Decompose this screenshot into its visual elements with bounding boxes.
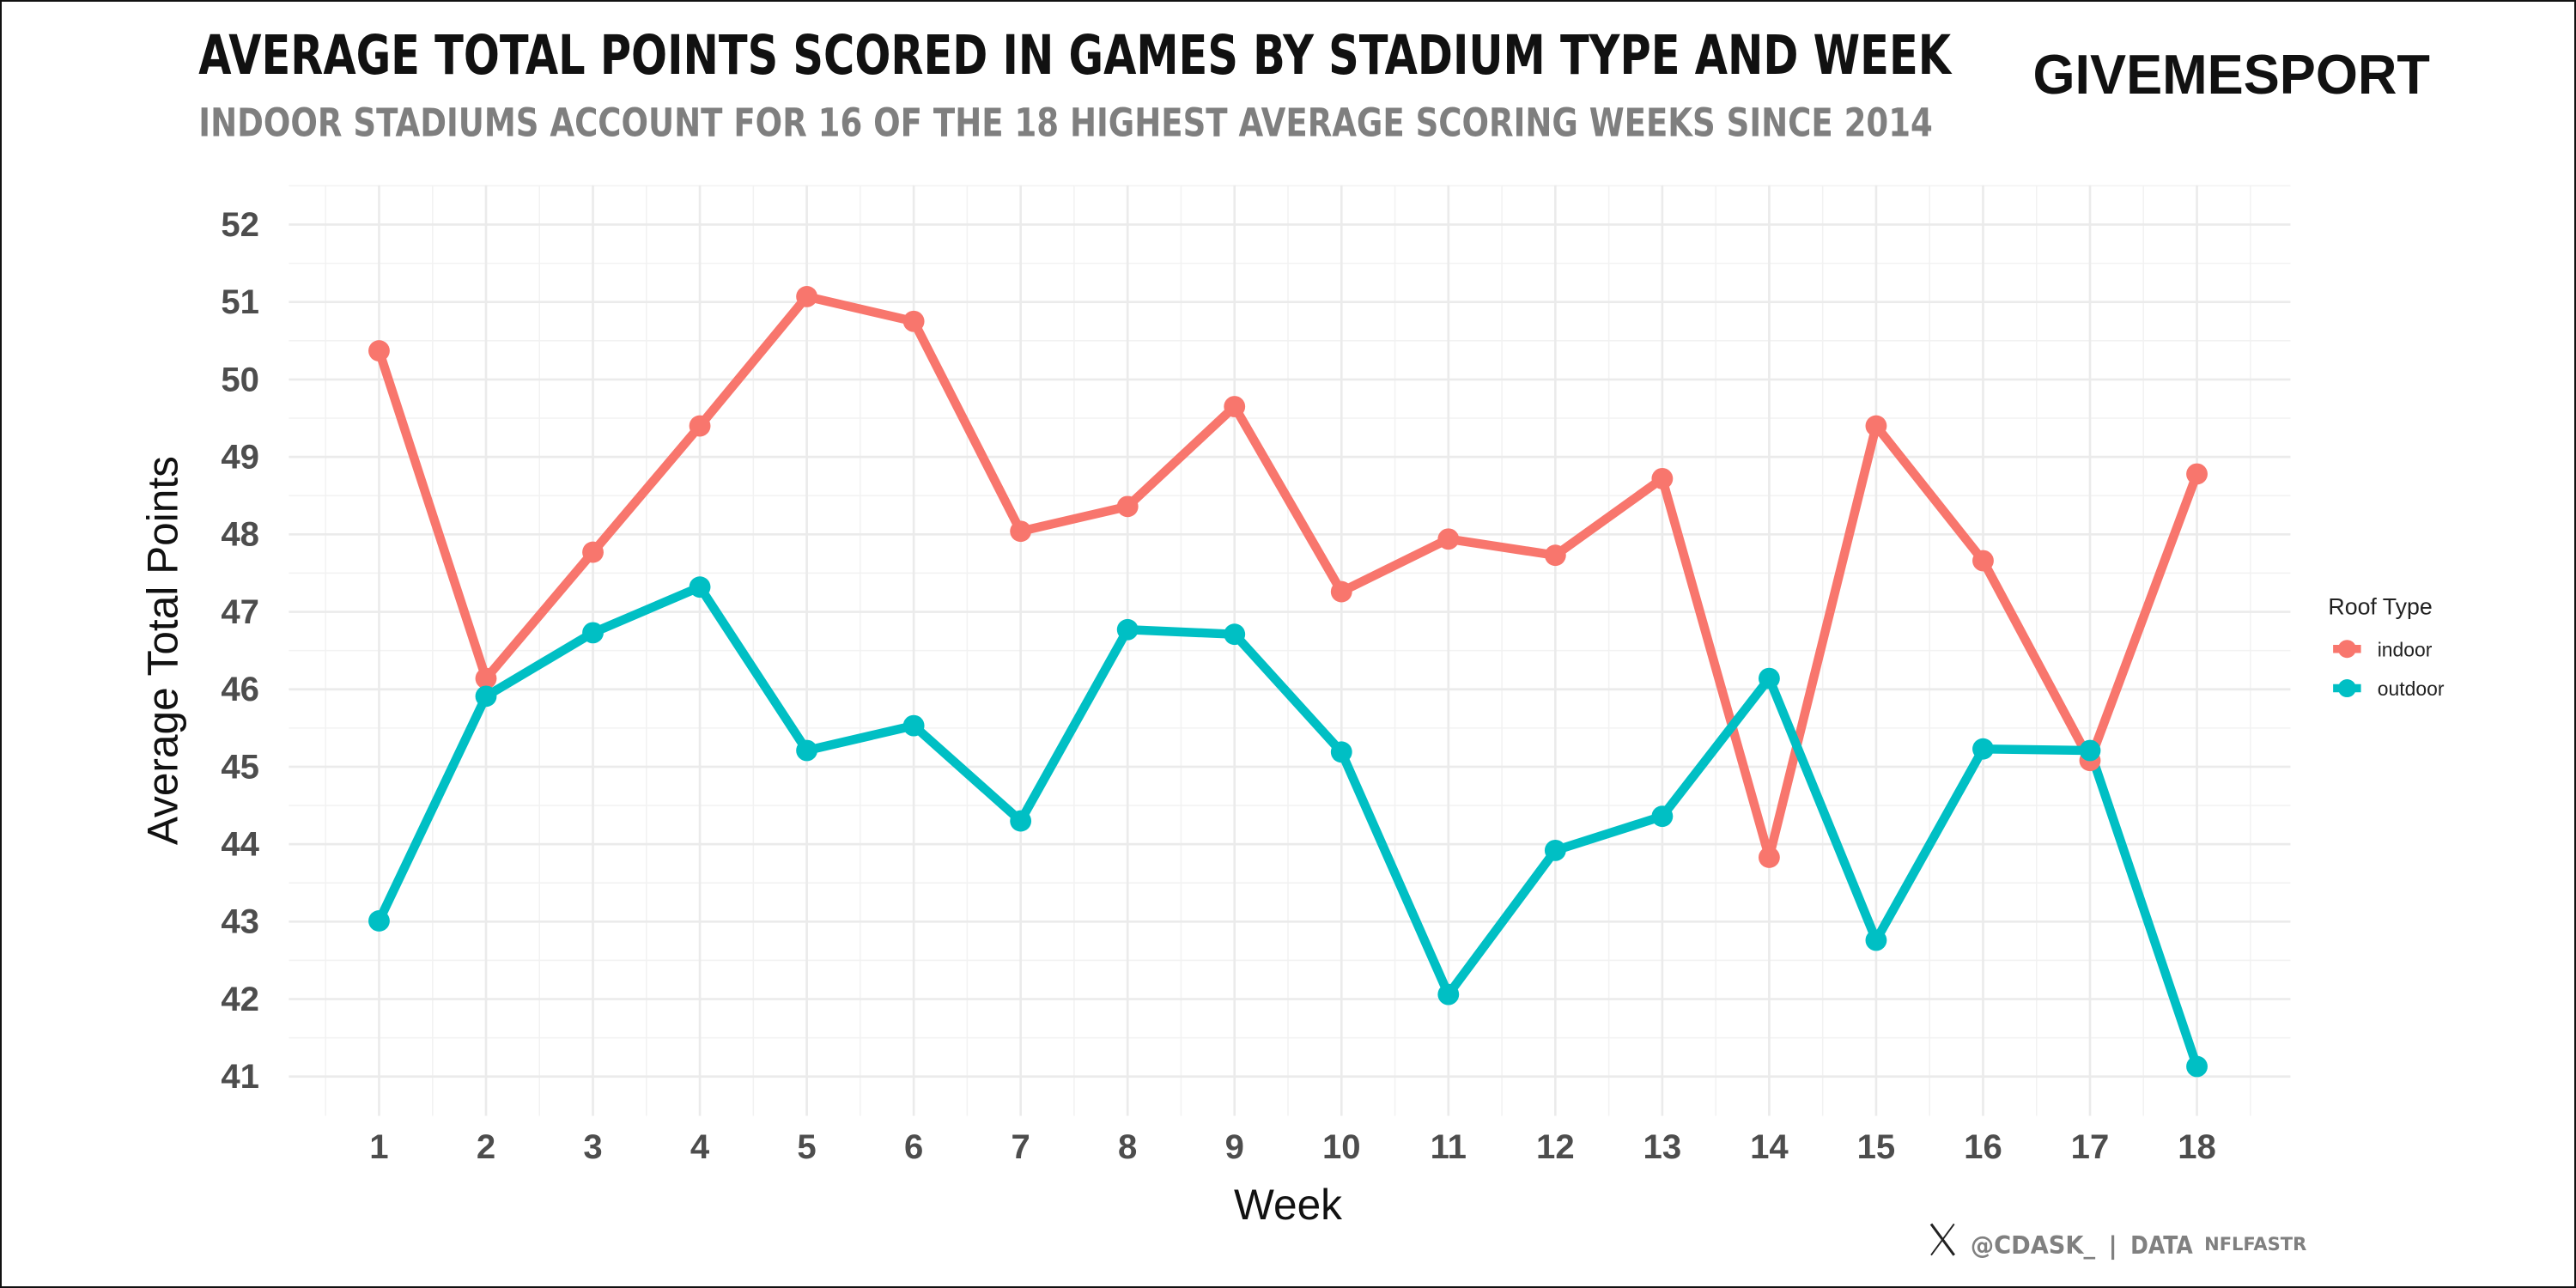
footer: @CDASK_ | DATA NFLFASTR <box>1929 1223 2306 1260</box>
data-point-indoor <box>689 415 711 437</box>
x-tick-label: 3 <box>583 1128 602 1166</box>
data-point-outdoor <box>2186 1055 2208 1078</box>
data-point-indoor <box>1865 415 1887 437</box>
data-point-outdoor <box>1544 839 1566 861</box>
footer-separator: | <box>2108 1230 2117 1260</box>
x-tick-label: 17 <box>2071 1128 2110 1166</box>
data-point-outdoor <box>1224 623 1246 646</box>
y-tick-label: 51 <box>221 283 259 321</box>
x-tick-label: 12 <box>1536 1128 1575 1166</box>
x-tick-label: 15 <box>1857 1128 1896 1166</box>
y-tick-label: 52 <box>221 206 259 244</box>
footer-data-source: NFLFASTR <box>2204 1234 2306 1255</box>
data-point-indoor <box>1972 550 1994 572</box>
data-point-outdoor <box>1972 738 1994 760</box>
series-points <box>368 285 2208 1078</box>
legend-key-point <box>2337 679 2356 698</box>
data-point-outdoor <box>689 576 711 598</box>
data-point-indoor <box>796 285 818 307</box>
data-point-indoor <box>1330 580 1352 603</box>
data-point-outdoor <box>1865 929 1887 951</box>
x-tick-label: 1 <box>369 1128 388 1166</box>
chart-subtitle: INDOOR STADIUMS ACCOUNT FOR 16 OF THE 18… <box>198 100 1933 146</box>
series-lines <box>374 292 2202 1068</box>
data-point-indoor <box>1224 396 1246 417</box>
chart-title: AVERAGE TOTAL POINTS SCORED IN GAMES BY … <box>198 24 1953 87</box>
data-point-outdoor <box>1010 810 1032 832</box>
data-point-indoor <box>902 310 925 332</box>
data-point-outdoor <box>902 714 925 737</box>
data-point-indoor <box>1758 847 1780 868</box>
legend-title: Roof Type <box>2328 594 2432 620</box>
data-point-indoor <box>368 340 390 361</box>
x-tick-label: 4 <box>690 1128 710 1166</box>
data-point-indoor <box>1651 467 1674 489</box>
y-tick-label: 47 <box>221 593 259 631</box>
y-tick-label: 42 <box>221 981 259 1018</box>
data-point-outdoor <box>368 910 390 932</box>
data-point-outdoor <box>475 685 497 708</box>
data-point-outdoor <box>1758 667 1780 690</box>
y-tick-label: 49 <box>221 439 259 477</box>
x-axis-label: Week <box>1234 1181 1342 1229</box>
x-tick-label: 18 <box>2178 1128 2216 1166</box>
y-tick-label: 45 <box>221 748 259 786</box>
x-tick-label: 7 <box>1012 1128 1030 1166</box>
data-point-outdoor <box>796 739 818 762</box>
x-tick-label: 9 <box>1225 1128 1244 1166</box>
y-tick-label: 46 <box>221 671 259 708</box>
data-point-outdoor <box>2079 739 2101 762</box>
x-tick-label: 6 <box>904 1128 923 1166</box>
data-point-outdoor <box>1437 983 1460 1005</box>
givemesport-logo: GIVEMESPORT <box>2032 43 2429 106</box>
y-tick-label: 44 <box>221 826 259 864</box>
data-point-outdoor <box>1330 741 1352 763</box>
data-point-outdoor <box>582 622 604 644</box>
x-tick-label: 11 <box>1431 1128 1467 1166</box>
data-point-outdoor <box>1651 805 1674 828</box>
legend-key-point <box>2337 640 2356 659</box>
legend-label-outdoor: outdoor <box>2378 677 2445 700</box>
legend-label-indoor: indoor <box>2378 638 2433 660</box>
x-tick-label: 2 <box>477 1128 495 1166</box>
x-tick-label: 8 <box>1118 1128 1137 1166</box>
x-tick-label: 16 <box>1964 1128 2002 1166</box>
data-point-indoor <box>1437 528 1460 550</box>
data-point-indoor <box>1010 520 1032 543</box>
x-logo-icon <box>1929 1223 1955 1256</box>
series-line-indoor <box>374 292 2202 862</box>
data-point-indoor <box>1544 544 1566 567</box>
x-tick-label: 14 <box>1750 1128 1789 1166</box>
data-point-indoor <box>2186 463 2208 485</box>
data-point-indoor <box>582 541 604 563</box>
data-point-outdoor <box>1116 618 1139 641</box>
y-tick-labels: 41 42 43 44 45 46 47 48 49 50 51 52 <box>221 206 259 1096</box>
data-point-indoor <box>1116 495 1139 518</box>
series-line-outdoor <box>374 582 2202 1068</box>
data-point-indoor <box>475 667 497 690</box>
legend: Roof Type indoor outdoor <box>2328 594 2444 700</box>
x-tick-label: 10 <box>1322 1128 1361 1166</box>
y-tick-label: 48 <box>221 516 259 554</box>
footer-data-label: DATA <box>2130 1231 2193 1260</box>
x-tick-label: 5 <box>797 1128 816 1166</box>
grid <box>289 185 2291 1116</box>
x-tick-label: 13 <box>1643 1128 1682 1166</box>
footer-handle: @CDASK_ <box>1971 1230 2095 1260</box>
y-tick-label: 43 <box>221 903 259 941</box>
x-tick-labels: 1 2 3 4 5 6 7 8 9 10 11 12 13 14 15 16 17 18 <box>369 1128 2216 1166</box>
y-axis-label: Average Total Points <box>138 456 186 845</box>
y-tick-label: 50 <box>221 361 259 398</box>
y-tick-label: 41 <box>221 1058 259 1096</box>
